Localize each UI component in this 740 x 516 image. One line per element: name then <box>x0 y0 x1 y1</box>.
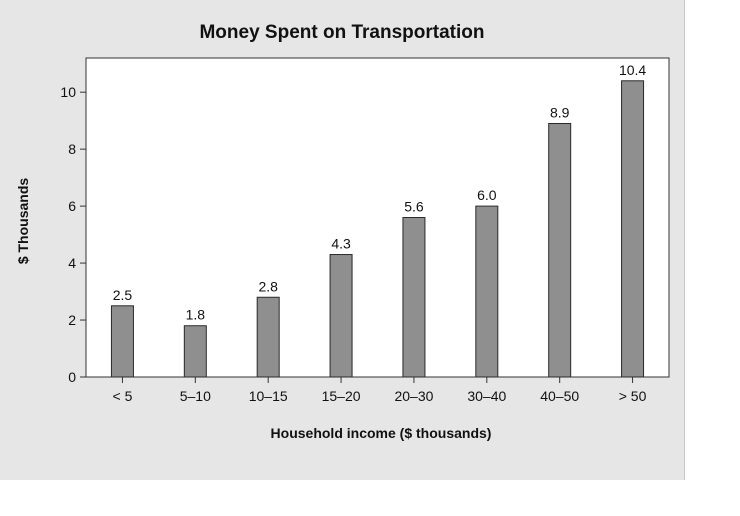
bar <box>548 123 572 378</box>
data-label: 8.9 <box>550 105 570 121</box>
chart-title: Money Spent on Transportation <box>199 22 484 43</box>
x-tick-label: 20–30 <box>394 388 433 404</box>
y-tick-label: 6 <box>68 198 76 214</box>
x-tick-label: 10–15 <box>249 388 288 404</box>
bar <box>402 217 426 378</box>
x-tick-label: 40–50 <box>540 388 579 404</box>
x-tick-label: 15–20 <box>322 388 361 404</box>
bars <box>110 80 645 378</box>
data-label: 1.8 <box>186 307 206 323</box>
plot-area <box>85 57 670 378</box>
data-label: 10.4 <box>619 62 646 78</box>
x-tick-label: 5–10 <box>180 388 211 404</box>
bar <box>475 205 499 378</box>
bar <box>110 305 134 378</box>
y-axis: 0 2 4 6 8 10 <box>60 84 86 385</box>
y-tick-label: 2 <box>68 312 76 328</box>
y-tick-label: 8 <box>68 141 76 157</box>
data-labels: 2.5 1.8 2.8 4.3 5.6 6.0 8.9 10.4 <box>113 62 647 323</box>
x-tick-label: 30–40 <box>467 388 506 404</box>
data-label: 2.5 <box>113 287 133 303</box>
x-axis-label: Household income ($ thousands) <box>271 425 492 441</box>
data-label: 2.8 <box>258 278 278 294</box>
bar <box>256 296 280 378</box>
bar <box>183 325 207 378</box>
data-label: 6.0 <box>477 187 497 203</box>
x-tick-label: < 5 <box>113 388 133 404</box>
x-tick-label: > 50 <box>619 388 647 404</box>
data-label: 4.3 <box>331 236 351 252</box>
y-tick-label: 0 <box>68 369 76 385</box>
x-axis: < 5 5–10 10–15 15–20 20–30 30–40 40–50 > 50 <box>113 377 647 404</box>
data-label: 5.6 <box>404 199 424 215</box>
y-tick-label: 4 <box>68 255 76 271</box>
bar <box>621 80 645 378</box>
y-axis-label: $ Thousands <box>15 178 31 265</box>
y-tick-label: 10 <box>60 84 76 100</box>
bar <box>329 254 353 378</box>
